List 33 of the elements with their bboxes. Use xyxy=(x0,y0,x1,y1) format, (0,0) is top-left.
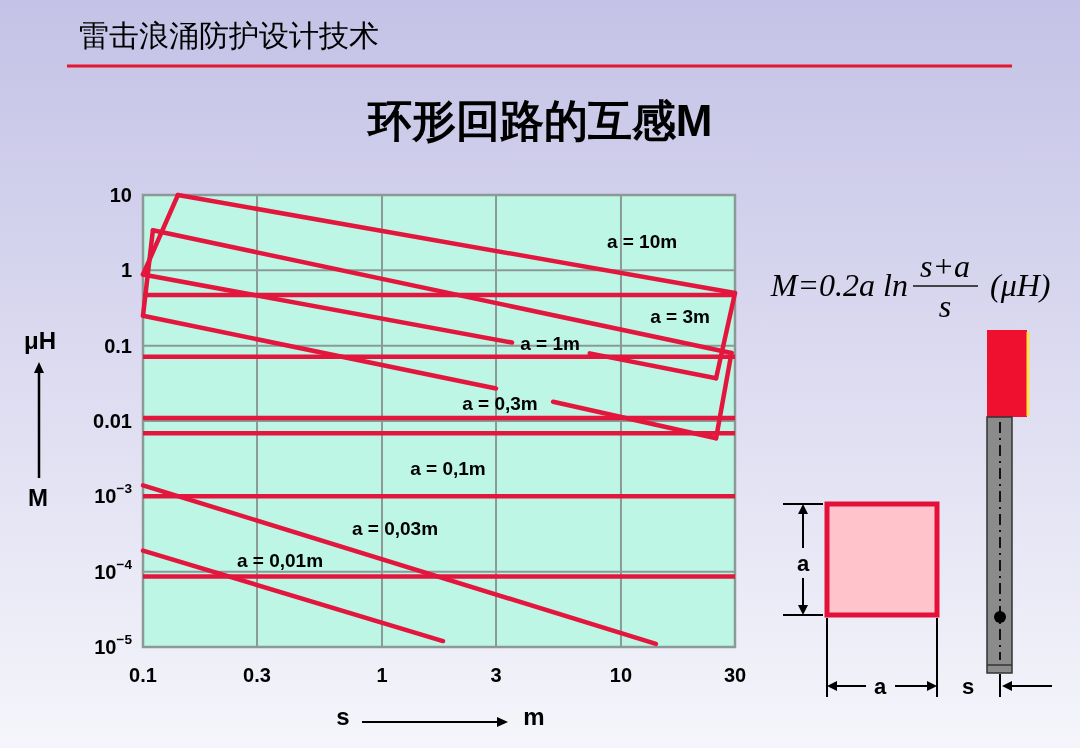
annotation: a = 0,3m xyxy=(462,392,538,414)
x-tick-label: 0.3 xyxy=(243,664,271,686)
y-axis-title: M xyxy=(28,483,48,511)
x-tick-label: 30 xyxy=(723,664,747,686)
text: (μH) xyxy=(990,267,1051,303)
annotation: a = 3m xyxy=(650,305,710,327)
x-tick-label: 10 xyxy=(609,664,633,686)
text: μH xyxy=(23,326,57,354)
y-tick-label: 10 xyxy=(109,184,132,206)
y-tick-label: 1 xyxy=(120,259,132,282)
y-tick-label: 10$^{−3}$ xyxy=(94,481,133,508)
x-tick-label: 0.1 xyxy=(129,664,157,686)
y-tick-label: 0.01 xyxy=(93,410,132,432)
y-tick-label: 10$^{−4}$ xyxy=(94,556,133,583)
text: a xyxy=(796,550,810,576)
chart-title: 环形回路的互感M xyxy=(365,95,713,145)
text: M=0.2a ln xyxy=(769,267,908,303)
text: 雷击浪涌防护设计技术 xyxy=(79,18,379,52)
text: a xyxy=(873,673,887,699)
annotation: a = 1m xyxy=(520,332,580,354)
text: s xyxy=(938,288,952,324)
text: m xyxy=(523,702,545,730)
annotation: a = 10m xyxy=(606,230,678,252)
annotation: a = 0,01m xyxy=(236,549,324,571)
x-axis-title: s xyxy=(336,702,350,730)
text: s+a xyxy=(919,248,971,284)
annotation: a = 0,1m xyxy=(410,457,486,479)
annotation: a = 0,03m xyxy=(351,517,439,539)
x-tick-label: 3 xyxy=(490,664,502,686)
y-tick-label: 10$^{−5}$ xyxy=(94,632,133,658)
y-tick-label: 0.1 xyxy=(104,334,132,357)
text: s xyxy=(961,673,975,699)
x-tick-label: 1 xyxy=(376,664,388,686)
